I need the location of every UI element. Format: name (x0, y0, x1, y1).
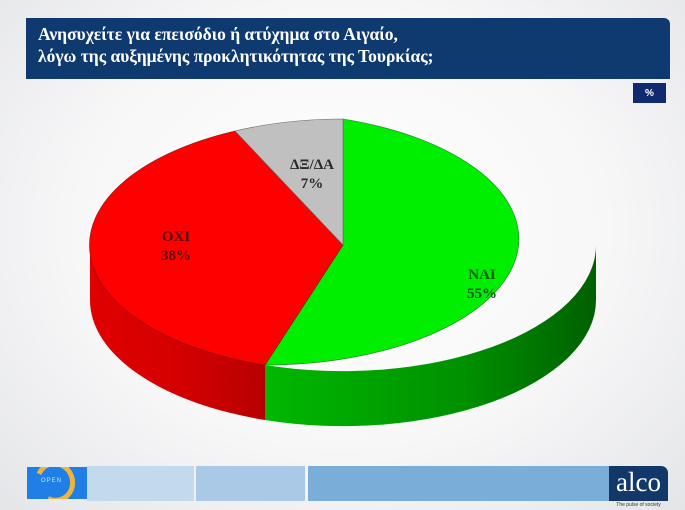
alco-tagline: The pulse of society (616, 502, 661, 508)
footer-bar (0, 466, 685, 502)
footer-band-2 (196, 466, 305, 501)
slice-oxi[interactable] (89, 130, 344, 366)
slice-nai[interactable] (264, 118, 520, 366)
pie-chart (89, 118, 597, 427)
question-title-line-1: Ανησυχείτε για επεισόδιο ή ατύχημα στο Α… (38, 24, 398, 44)
slice-side-oxi (89, 245, 265, 420)
slice-label-nai-name: ΝΑΙ (468, 267, 496, 283)
slice-label-nai-value: 55% (467, 286, 497, 302)
slice-label-dk-na: ΔΞ/ΔΑ 7% (290, 156, 334, 194)
slice-side-nai (265, 245, 597, 427)
slice-label-dk-na-value: 7% (300, 176, 324, 192)
slice-label-oxi-value: 38% (161, 248, 191, 264)
open-logo-text: OPEN (41, 478, 63, 484)
footer-band-1 (87, 466, 194, 501)
footer-band-3 (308, 466, 609, 501)
alco-logo: alco (609, 466, 668, 501)
unit-badge: % (633, 83, 666, 103)
open-tv-logo: OPEN (27, 467, 87, 499)
slice-label-oxi-name: ΟΧΙ (161, 229, 191, 245)
slice-label-oxi: ΟΧΙ 38% (161, 228, 191, 266)
question-title-line-2: λόγω της αυξημένης προκλητικότητας της Τ… (38, 46, 434, 66)
question-title-banner: Ανησυχείτε για επεισόδιο ή ατύχημα στο Α… (26, 18, 670, 79)
slice-label-dk-na-name: ΔΞ/ΔΑ (290, 157, 334, 173)
slice-label-nai: ΝΑΙ 55% (467, 266, 497, 304)
slice-dk-na[interactable] (234, 118, 344, 246)
